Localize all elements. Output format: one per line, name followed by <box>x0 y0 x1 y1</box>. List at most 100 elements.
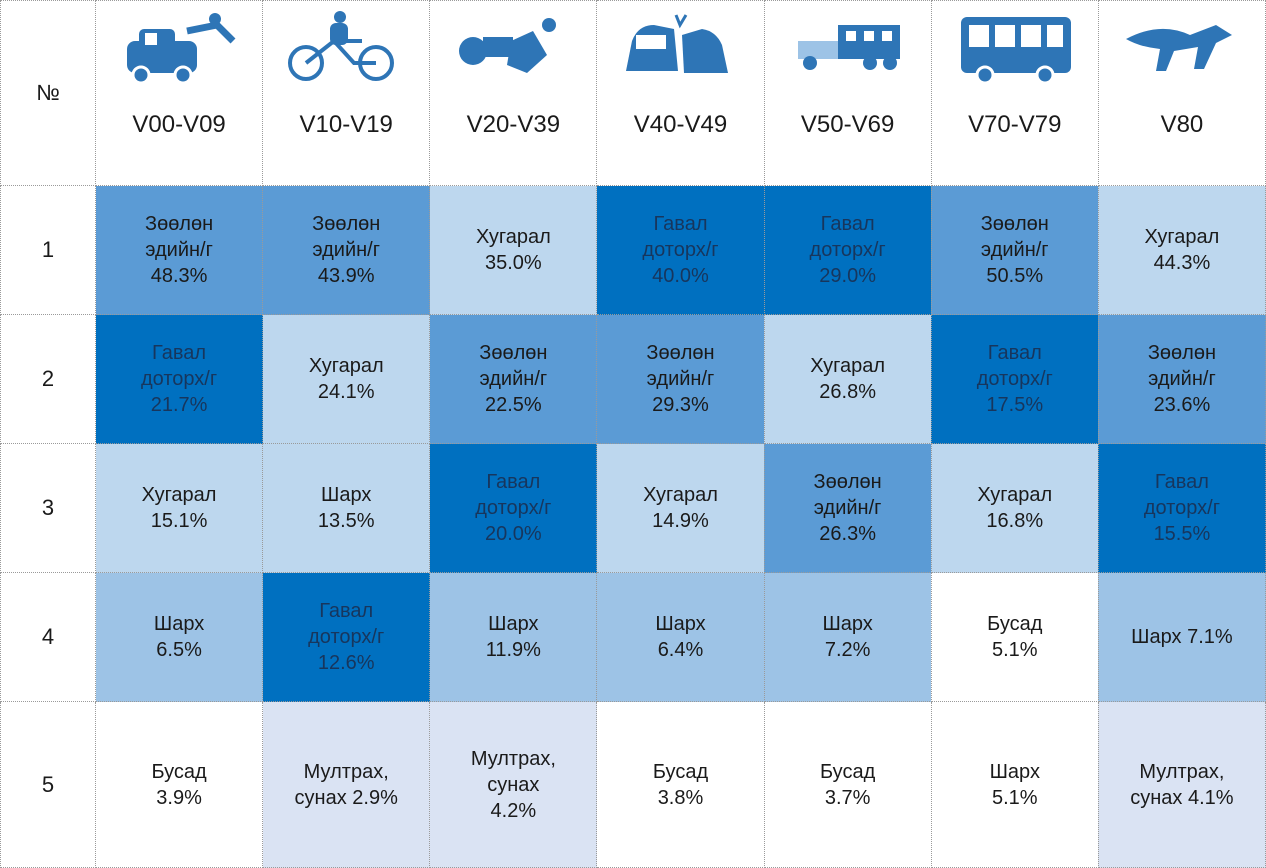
cell: Бусад 5.1% <box>930 572 1099 702</box>
cell-line: 48.3% <box>150 265 208 287</box>
cell-line: 6.4% <box>657 639 704 661</box>
cell-line: Зөөлөн <box>813 471 882 493</box>
cell: Шарх 5.1% <box>930 701 1099 868</box>
cell-line: Мултрах, <box>470 747 556 770</box>
cell-line: Хугарал <box>475 226 551 248</box>
cell: Шарх 11.9% <box>429 572 598 702</box>
cell: Зөөлөн эдийн/г 43.9% <box>262 185 431 315</box>
cell: Хугарал 14.9% <box>596 443 765 573</box>
cell-line: 22.5% <box>484 394 542 416</box>
cell-line: 5.1% <box>991 786 1038 809</box>
cell: Хугарал 16.8% <box>930 443 1099 573</box>
cell-line: 26.3% <box>819 523 876 545</box>
cell-line: Бусад <box>987 613 1043 635</box>
cell-line: Шарх <box>822 613 873 635</box>
cell-line: Хугарал <box>977 484 1053 506</box>
cell-line: 3.8% <box>657 786 704 809</box>
vehicle-icon <box>1125 25 1232 71</box>
vehicle-icon <box>960 17 1071 85</box>
cell-line: Хугарал <box>810 355 886 377</box>
row-number: 4 <box>0 572 96 702</box>
cell-line: Гавал <box>1154 471 1209 493</box>
cell-line: 20.0% <box>484 523 542 545</box>
cell-line: 7.2% <box>824 639 871 661</box>
vehicle-icon <box>288 11 395 81</box>
cell-line: 29.3% <box>652 394 709 416</box>
cell: Мултрах, сунах 2.9% <box>262 701 431 868</box>
cell-line: Шарх <box>321 484 372 506</box>
cell: Гавал доторх/г 12.6% <box>262 572 431 702</box>
vehicle-icon <box>797 25 900 70</box>
cell-line: Гавал <box>152 342 207 364</box>
table-row: 1 Зөөлөн эдийн/г 48.3% Зөөлөн эдийн/г 43.9% Хуг… <box>0 185 1266 315</box>
cell-line: Хугарал <box>141 484 217 506</box>
cell-line: 35.0% <box>484 252 542 274</box>
cell-line: 12.6% <box>317 652 375 674</box>
code: V20-V39 <box>466 111 561 138</box>
corner: № <box>0 0 96 186</box>
cell-line: Зөөлөн <box>312 213 381 235</box>
column-header: V10-V19 <box>262 0 431 186</box>
vehicle-icon <box>127 13 236 85</box>
column-header: V20-V39 <box>429 0 598 186</box>
cell-line: Бусад <box>820 760 876 783</box>
table-row: 2 Гавал доторх/г 21.7% Хугарал 24.1% Зөөлөн эди… <box>0 314 1266 444</box>
cell: Бусад 3.8% <box>596 701 765 868</box>
cell-line: 40.0% <box>652 265 709 287</box>
cell: Шарх 6.4% <box>596 572 765 702</box>
cell-line: 3.7% <box>824 786 871 809</box>
cell-line: Зөөлөн <box>646 342 715 364</box>
header-row: № V00-V09 V10-V19 V20-V39 V40-V49 V50-V69 V70… <box>0 0 1266 186</box>
cell-line: 4.2% <box>490 799 537 822</box>
cell: Шарх 7.2% <box>763 572 932 702</box>
column-header: V80 <box>1097 0 1266 186</box>
cell-line: Гавал <box>820 213 875 235</box>
cell: Зөөлөн эдийн/г 48.3% <box>94 185 264 315</box>
cell-line: Мултрах, <box>1139 760 1225 783</box>
cell: Бусад 3.9% <box>94 701 264 868</box>
column-header: V40-V49 <box>596 0 765 186</box>
cell: Гавал доторх/г 15.5% <box>1097 443 1266 573</box>
cell-line: сунах 4.1% <box>1130 786 1234 809</box>
cell-line: сунах 2.9% <box>294 786 398 809</box>
cell: Хугарал 35.0% <box>429 185 598 315</box>
cell: Гавал доторх/г 29.0% <box>763 185 932 315</box>
cell-line: эдийн/г <box>145 239 213 261</box>
cell: Гавал доторх/г 20.0% <box>429 443 598 573</box>
row-number: 1 <box>0 185 96 315</box>
cell: Зөөлөн эдийн/г 23.6% <box>1097 314 1266 444</box>
cell-line: 5.1% <box>991 639 1038 661</box>
cell-line: 15.5% <box>1153 523 1211 545</box>
cell-line: Шарх <box>655 613 706 635</box>
cell-line: 6.5% <box>156 639 202 661</box>
cell-line: доторх/г <box>809 239 886 261</box>
cell-line: сунах <box>487 773 540 796</box>
cell-line: Бусад <box>151 760 207 783</box>
cell: Шарх 6.5% <box>94 572 264 702</box>
cell: Хугарал 44.3% <box>1097 185 1266 315</box>
cell: Шарх 7.1% <box>1097 572 1266 702</box>
cell-line: 11.9% <box>485 639 541 661</box>
cell-line: 15.1% <box>150 510 208 532</box>
cell-line: доторх/г <box>976 368 1053 390</box>
cell: Хугарал 15.1% <box>94 443 264 573</box>
cell-line: Хугарал <box>308 355 384 377</box>
cell-line: эдийн/г <box>980 239 1049 261</box>
cell-line: Хугарал <box>1144 226 1220 248</box>
cell-line: 16.8% <box>986 510 1044 532</box>
table-row: 5 Бусад 3.9% Мултрах, сунах 2.9% Мултрах, суна… <box>0 701 1266 868</box>
cell-line: эдийн/г <box>312 239 381 261</box>
cell-line: 13.5% <box>317 510 375 532</box>
cell-line: Бусад <box>652 760 709 783</box>
cell-line: Мултрах, <box>303 760 389 783</box>
cell-line: Шарх <box>488 613 539 635</box>
cell: Бусад 3.7% <box>763 701 932 868</box>
cell-line: Шарх 7.1% <box>1131 626 1233 648</box>
row-number: 3 <box>0 443 96 573</box>
code: V00-V09 <box>132 111 226 138</box>
cell-line: Гавал <box>987 342 1042 364</box>
cell-line: доторх/г <box>308 626 385 648</box>
cell: Хугарал 24.1% <box>262 314 431 444</box>
cell-line: 44.3% <box>1153 252 1211 274</box>
